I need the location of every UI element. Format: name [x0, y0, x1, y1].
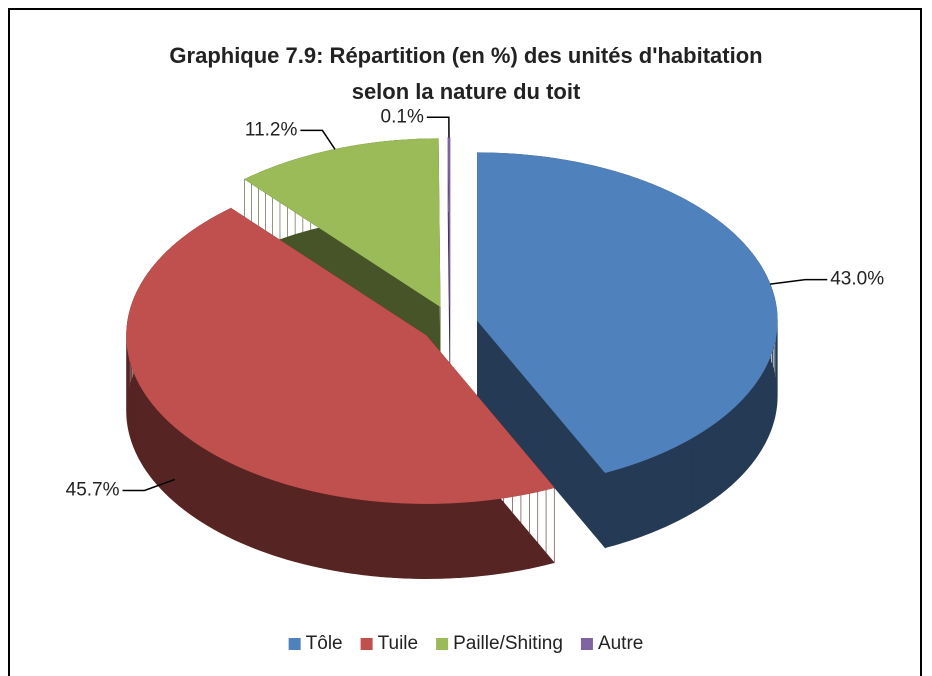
chart-border [8, 8, 922, 676]
legend-item: Autre [580, 633, 643, 654]
leader-line [426, 116, 450, 138]
slice [477, 152, 778, 474]
pie [126, 137, 778, 579]
legend-item: Paille/Shiting [436, 633, 563, 654]
legend-label: Autre [598, 633, 643, 654]
chart-title: Graphique 7.9: Répartition (en %) des un… [169, 43, 763, 104]
data-label: 0.1% [381, 106, 424, 127]
leader-line [770, 278, 828, 285]
slice [447, 137, 451, 306]
slice [126, 207, 555, 504]
legend: Tôle Tuile Paille/Shiting Autre [288, 633, 643, 654]
legend-swatch [436, 638, 449, 650]
legend-swatch [288, 638, 301, 650]
leader-line [122, 478, 175, 492]
legend-label: Tuile [378, 633, 418, 654]
legend-item: Tuile [360, 633, 418, 654]
legend-swatch [580, 638, 593, 650]
legend-item: Tôle [288, 633, 343, 654]
legend-label: Tôle [306, 633, 343, 654]
leader-line [300, 129, 336, 150]
data-label: 43.0% [830, 269, 884, 290]
data-labels: 0.1% 11.2% 43.0% 45.7% [66, 106, 885, 500]
legend-label: Paille/Shiting [453, 633, 563, 654]
legend-swatch [360, 638, 373, 650]
data-label: 11.2% [245, 119, 298, 140]
data-label: 45.7% [66, 479, 120, 500]
